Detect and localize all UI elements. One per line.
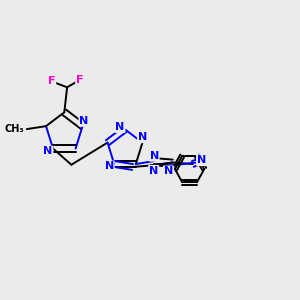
Text: N: N xyxy=(43,146,52,157)
Text: F: F xyxy=(76,75,84,85)
Text: CH₃: CH₃ xyxy=(4,124,24,134)
Text: N: N xyxy=(149,166,158,176)
Text: N: N xyxy=(149,151,159,161)
Text: N: N xyxy=(197,155,206,165)
Text: N: N xyxy=(164,167,173,176)
Text: F: F xyxy=(48,76,55,86)
Text: N: N xyxy=(104,161,114,171)
Text: N: N xyxy=(138,132,147,142)
Text: N: N xyxy=(79,116,88,126)
Text: N: N xyxy=(115,122,124,132)
